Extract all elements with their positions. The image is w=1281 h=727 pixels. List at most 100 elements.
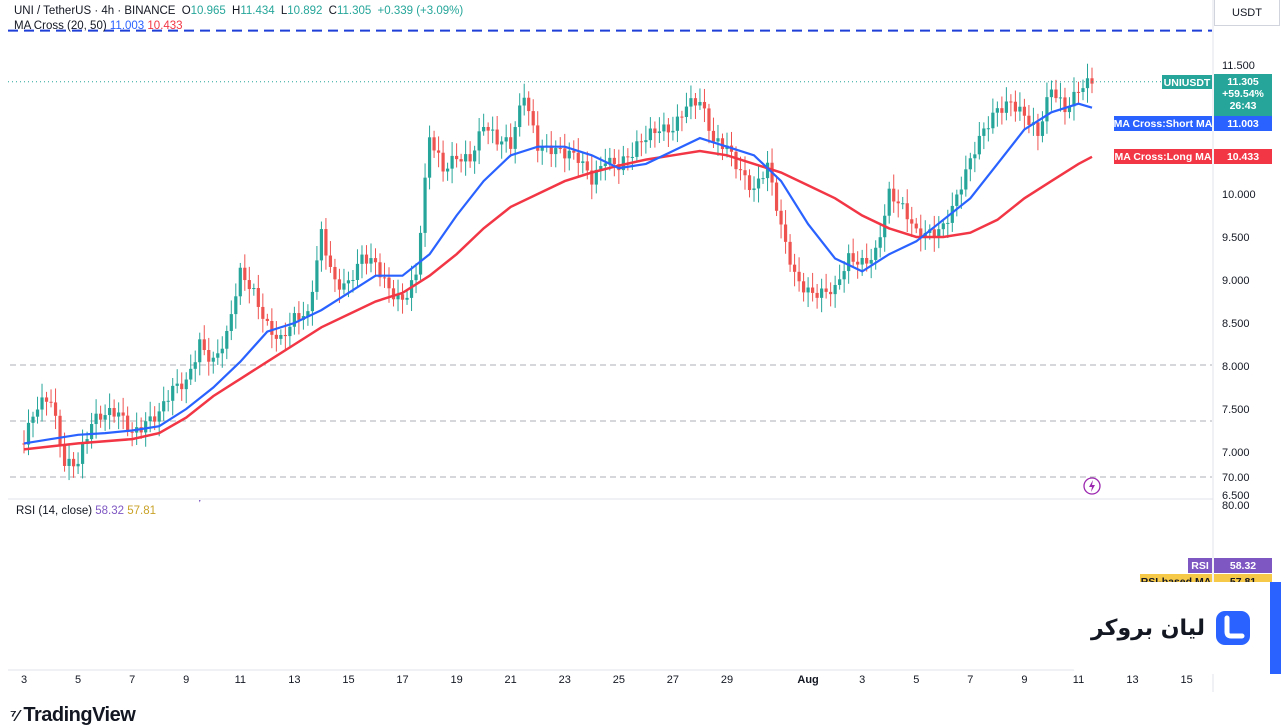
- price-axis[interactable]: 6.500 7.000 7.500 8.000 8.500 9.000 9.500 10.00…: [1222, 60, 1256, 512]
- time-tick-label: 17: [396, 674, 408, 686]
- candle-body: [774, 182, 779, 211]
- candle-body: [549, 145, 553, 155]
- candle-body: [31, 416, 35, 423]
- low-value: 10.892: [287, 5, 323, 17]
- candle-body: [869, 259, 873, 264]
- candle-body: [89, 424, 94, 440]
- candle-body: [1081, 88, 1085, 92]
- candle-body: [423, 177, 427, 233]
- candle-body: [189, 368, 193, 380]
- candle-body: [585, 161, 589, 171]
- symbol-tag-bg: [1162, 75, 1212, 89]
- ma-long-value: 10.433: [147, 20, 183, 32]
- rsi-lines: [198, 500, 201, 503]
- rsi-ma-legend-value: 57.81: [127, 505, 157, 517]
- candle-body: [639, 141, 643, 143]
- candle-body: [689, 98, 693, 107]
- candle-body: [1000, 108, 1004, 113]
- ma-long-line: [23, 149, 1093, 451]
- short-ma-value-tag-bg: [1214, 116, 1272, 131]
- candle-body: [941, 223, 945, 230]
- candle-body: [103, 415, 107, 420]
- candle-body: [26, 422, 31, 445]
- time-tick-label: Aug: [797, 674, 818, 686]
- high-value: 11.434: [240, 5, 275, 17]
- broker-accent-bar: [1270, 582, 1281, 674]
- candle-body: [518, 105, 522, 128]
- candle-body: [567, 150, 571, 159]
- candle-body: [184, 379, 188, 390]
- candle-body: [337, 279, 342, 290]
- symbol-title[interactable]: UNI / TetherUS · 4h · BINANCE: [14, 5, 176, 17]
- candle-body: [811, 287, 815, 293]
- alert-icon[interactable]: [1083, 477, 1101, 495]
- candle-body: [310, 291, 315, 312]
- candle-body: [738, 169, 743, 171]
- time-tick-label: 9: [183, 674, 189, 686]
- rsi-indicator-name[interactable]: RSI (14, close): [16, 505, 93, 517]
- candle-body: [49, 401, 53, 403]
- candle-body: [991, 112, 995, 129]
- rsi-value-tag-text: 58.32: [1230, 560, 1256, 572]
- candle-body: [644, 140, 648, 143]
- tradingview-logo[interactable]: ⁷⁄ TradingView: [10, 704, 136, 727]
- candle-body: [572, 150, 576, 153]
- short-ma-label-tag-text: MA Cross:Short MA: [1114, 118, 1213, 130]
- rsi-tick-label: 70.00: [1222, 472, 1250, 484]
- candle-body: [842, 271, 846, 280]
- candle-body: [648, 128, 652, 141]
- candle-body: [391, 288, 396, 300]
- candle-body: [504, 137, 508, 142]
- candle-body: [824, 288, 828, 292]
- candle-body: [761, 178, 765, 180]
- candle-body: [576, 152, 580, 163]
- candle-body: [112, 408, 116, 417]
- candle-body: [243, 267, 247, 281]
- candle-body: [121, 412, 125, 416]
- candle-body: [482, 126, 486, 132]
- candle-body: [977, 135, 981, 155]
- candle-body: [1045, 97, 1049, 122]
- candle-body: [53, 402, 58, 416]
- candle-body: [522, 97, 526, 106]
- tradingview-logo-icon: ⁷⁄: [10, 708, 19, 725]
- candle-body: [261, 306, 265, 319]
- candle-body: [1085, 78, 1090, 89]
- candle-body: [405, 297, 409, 300]
- candle-body: [603, 163, 607, 166]
- candle-body: [360, 254, 364, 264]
- time-tick-label: 29: [721, 674, 733, 686]
- candle-body: [130, 431, 134, 433]
- candle-body: [554, 148, 558, 155]
- candle-body: [1058, 97, 1063, 99]
- candle-body: [887, 188, 891, 216]
- candle-body: [901, 203, 905, 205]
- time-tick-label: 27: [667, 674, 679, 686]
- candle-body: [540, 146, 544, 151]
- candle-body: [234, 296, 238, 315]
- candle-body: [198, 339, 202, 363]
- close-value: 11.305: [336, 5, 372, 17]
- candle-body: [220, 348, 224, 354]
- candle-body: [409, 280, 414, 298]
- candle-body: [351, 279, 355, 281]
- candle-body: [896, 201, 900, 204]
- candle-body: [581, 161, 585, 163]
- candle-body: [531, 111, 535, 126]
- indicator-name[interactable]: MA Cross (20, 50): [14, 20, 107, 32]
- short-ma-value-tag-text: 11.003: [1227, 118, 1259, 130]
- long-ma-value-tag-text: 10.433: [1227, 151, 1259, 163]
- time-tick-label: 25: [613, 674, 625, 686]
- candle-body: [693, 98, 698, 106]
- candle-body: [464, 154, 468, 162]
- candle-body: [108, 408, 112, 416]
- candle-body: [684, 106, 689, 117]
- time-tick-label: 15: [342, 674, 354, 686]
- candle-body: [711, 130, 716, 142]
- time-axis[interactable]: 3 5 7 9 11 13 15 17 19 21 23 25 27 29 Aug 3 5 7 9 11 13 15: [21, 674, 1193, 686]
- candle-body: [225, 330, 229, 349]
- candle-body: [905, 203, 909, 220]
- candle-body: [252, 288, 256, 290]
- currency-button[interactable]: USDT: [1214, 0, 1280, 26]
